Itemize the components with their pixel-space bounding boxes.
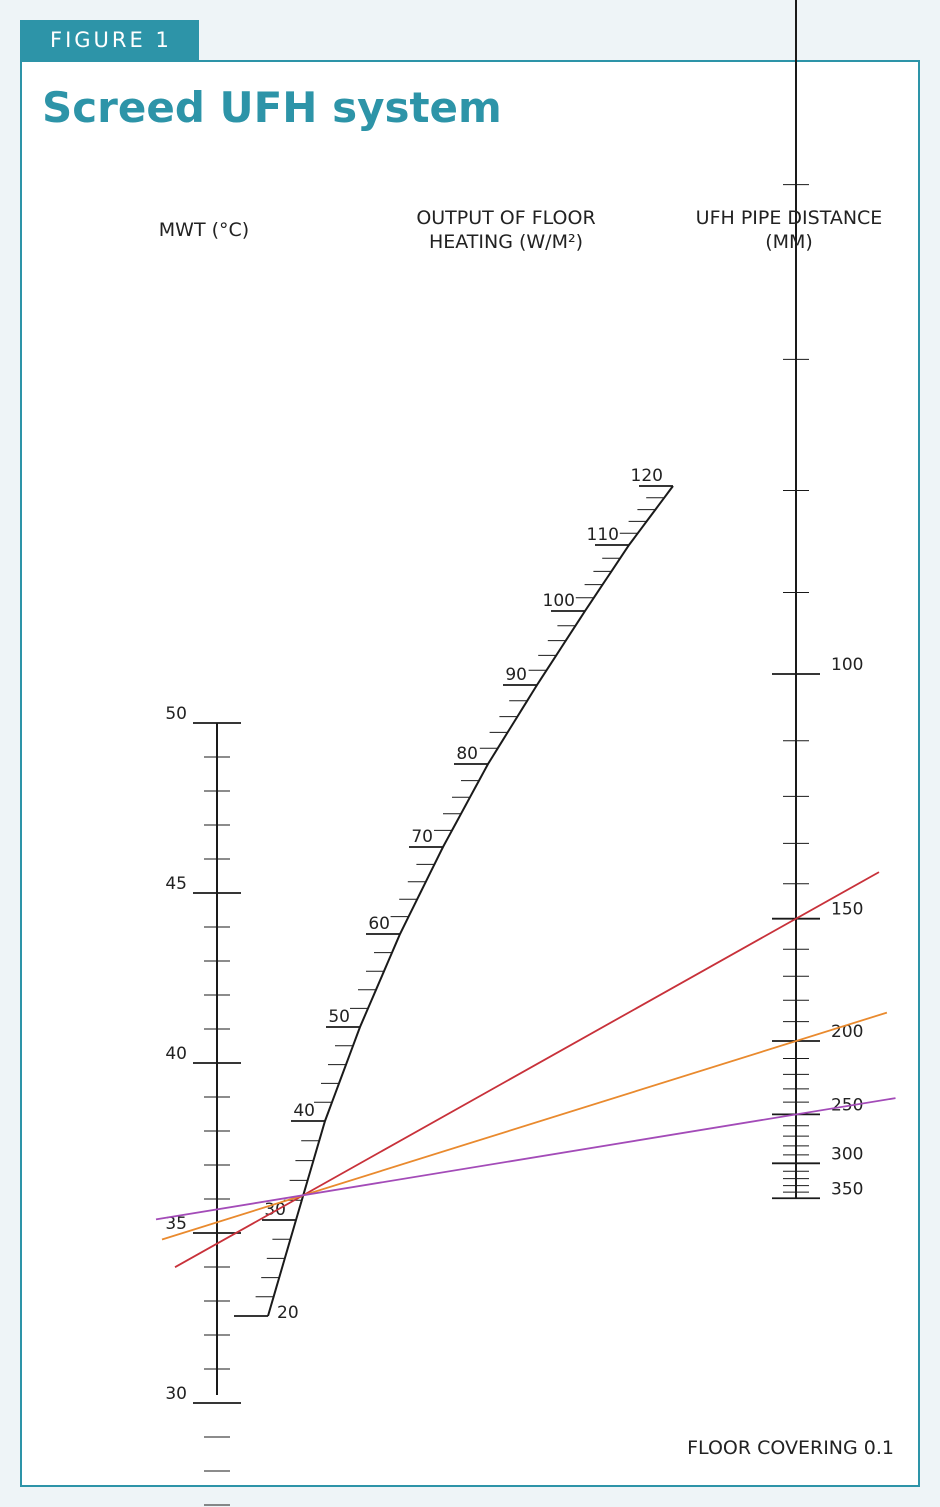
mwt-tick-label: 45 [165,874,187,894]
axis-title-output: HEATING (W/M²) [429,231,583,253]
construction-line-red [174,871,880,1268]
figure-panel [20,60,920,1487]
output-tick-label: 90 [505,665,527,685]
axis-title-mwt: MWT (°C) [159,219,249,241]
construction-line-orange [161,1011,888,1241]
output-tick-label: 100 [543,591,575,611]
mwt-tick-label: 30 [165,1384,187,1404]
construction-line-purple [155,1097,896,1221]
mwt-tick-label: 50 [165,704,187,724]
pipe-tick-label: 300 [831,1144,863,1164]
chart-title: Screed UFH system [42,83,502,132]
pipe-tick-label: 350 [831,1179,863,1199]
output-tick-label: 40 [293,1101,315,1121]
axis-title-output: OUTPUT OF FLOOR [416,207,595,229]
mwt-tick-label: 40 [165,1044,187,1064]
output-tick-label: 120 [631,466,663,486]
output-tick-label: 60 [368,914,390,934]
figure-label: FIGURE 1 [20,20,199,60]
pipe-tick-label: 150 [831,900,863,920]
mwt-tick-label: 35 [165,1214,187,1234]
output-tick-label: 80 [456,744,478,764]
output-tick-label: 70 [411,827,433,847]
axis-title-pipe: UFH PIPE DISTANCE [696,207,883,229]
output-tick-label: 20 [277,1303,299,1323]
output-tick-label: 50 [328,1007,350,1027]
output-tick-label: 110 [587,525,619,545]
footnote: FLOOR COVERING 0.1 [687,1437,894,1459]
axis-title-pipe: (MM) [765,231,813,253]
pipe-tick-label: 100 [831,655,863,675]
